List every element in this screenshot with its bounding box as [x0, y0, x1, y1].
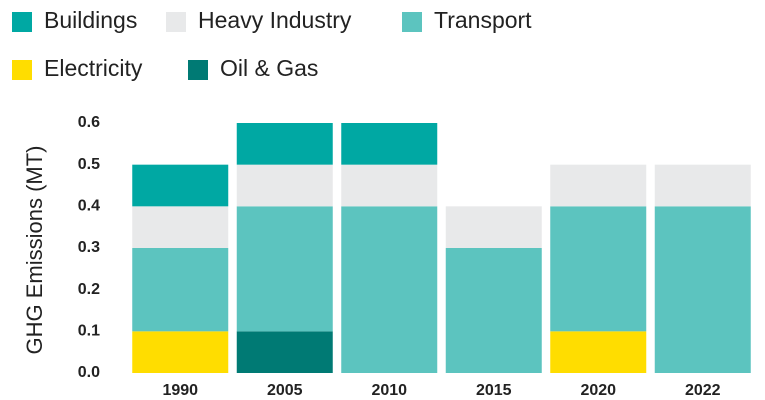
y-tick-label: 0.1 — [78, 323, 100, 340]
y-tick-label: 0.5 — [78, 156, 100, 173]
bar-segment — [341, 206, 438, 373]
bar-segment — [132, 206, 229, 248]
legend-label: Electricity — [44, 55, 143, 81]
y-tick-label: 0.0 — [78, 364, 100, 381]
x-tick-label: 2005 — [267, 382, 303, 399]
x-tick-label: 2020 — [580, 382, 616, 399]
bar-segment — [132, 164, 229, 207]
legend-swatch — [166, 12, 186, 32]
y-tick-label: 0.6 — [78, 114, 100, 131]
legend-swatch — [402, 12, 422, 32]
y-tick-label: 0.4 — [78, 198, 100, 215]
legend-swatch — [12, 12, 32, 32]
bar-segment — [236, 206, 333, 332]
bar-segment — [550, 206, 647, 332]
bar-segment — [132, 248, 229, 332]
bar-segment — [236, 331, 333, 373]
x-tick-label: 2022 — [685, 382, 721, 399]
x-tick-label: 1990 — [162, 382, 198, 399]
bar-segment — [236, 164, 333, 207]
bar-segment — [341, 123, 438, 165]
bar-segment — [132, 331, 229, 373]
y-tick-label: 0.3 — [78, 239, 100, 256]
legend-swatch — [188, 60, 208, 80]
bar-segment — [550, 164, 647, 207]
bar-segment — [550, 331, 647, 373]
legend-label: Heavy Industry — [198, 7, 352, 33]
y-axis-label: GHG Emissions (MT) — [22, 146, 47, 355]
bar-segment — [654, 164, 751, 207]
x-tick-label: 2015 — [476, 382, 512, 399]
bar-segment — [445, 248, 542, 373]
legend-label: Buildings — [44, 7, 137, 33]
legend-swatch — [12, 60, 32, 80]
bar-segment — [654, 206, 751, 373]
legend-label: Oil & Gas — [220, 55, 318, 81]
bar-segment — [341, 164, 438, 207]
bar-segment — [236, 123, 333, 165]
x-tick-label: 2010 — [371, 382, 407, 399]
y-tick-label: 0.2 — [78, 281, 100, 298]
legend-label: Transport — [434, 7, 532, 33]
bar-segment — [445, 206, 542, 248]
